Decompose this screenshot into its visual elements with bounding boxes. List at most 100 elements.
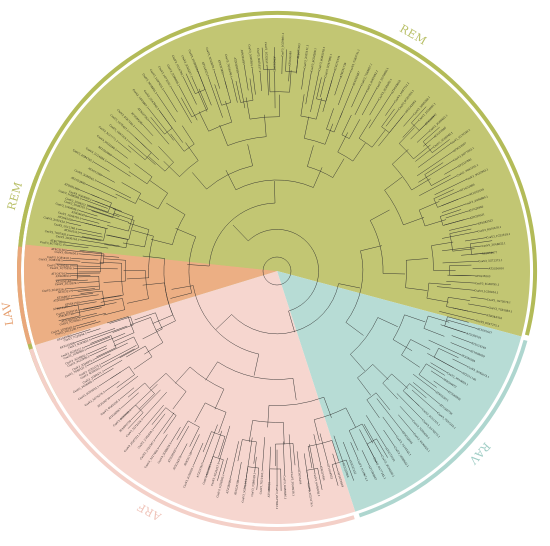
- internal-branch: [440, 209, 462, 217]
- leaf-label: AT3G95037: [166, 447, 178, 464]
- terminal-branch: [231, 77, 238, 103]
- internal-branch: [112, 324, 134, 333]
- internal-branch-arc: [384, 190, 404, 225]
- terminal-branch: [101, 175, 115, 183]
- leaf-label: CsaV3_2G35111.1: [302, 44, 309, 69]
- internal-branch: [285, 49, 287, 72]
- internal-branch: [348, 430, 359, 451]
- internal-branch: [100, 298, 123, 303]
- internal-branch: [133, 356, 153, 370]
- terminal-branch: [71, 329, 91, 336]
- terminal-branch: [430, 370, 444, 380]
- tree-branches: [55, 47, 494, 493]
- internal-branch: [419, 114, 436, 131]
- internal-branch: [447, 316, 469, 323]
- terminal-branch: [156, 93, 177, 123]
- terminal-branch: [310, 70, 320, 113]
- terminal-branch: [72, 293, 93, 297]
- leaf-label: AT2G50810: [488, 266, 505, 270]
- internal-branch: [107, 316, 129, 324]
- internal-branch: [403, 217, 425, 226]
- internal-branch-arc: [418, 363, 427, 375]
- internal-branch: [150, 116, 165, 135]
- terminal-branch: [351, 85, 362, 108]
- terminal-branch: [412, 374, 437, 392]
- leaf-label: AT4G55932: [319, 464, 327, 481]
- terminal-branch: [71, 279, 88, 282]
- terminal-branch: [309, 444, 315, 473]
- internal-branch: [152, 314, 173, 324]
- internal-branch: [405, 287, 428, 291]
- internal-branch: [292, 443, 296, 466]
- leaf-label: AT4G21126: [182, 451, 193, 468]
- leaf-label: AT2G37957: [195, 462, 205, 479]
- internal-branch: [419, 201, 440, 211]
- internal-branch: [341, 114, 352, 135]
- internal-branch: [180, 97, 193, 117]
- terminal-branch: [438, 190, 461, 201]
- leaf-label: AT3G58918: [52, 297, 69, 303]
- internal-branch: [381, 108, 395, 127]
- internal-branch: [96, 347, 117, 358]
- internal-branch: [411, 106, 427, 124]
- terminal-branch: [68, 294, 99, 299]
- internal-branch: [107, 234, 129, 240]
- internal-branch: [163, 161, 180, 177]
- terminal-branch: [87, 345, 107, 355]
- internal-branch: [361, 423, 373, 444]
- internal-branch: [316, 97, 322, 120]
- leaf-label: CsaV3_1G59454.1: [474, 288, 499, 294]
- internal-branch-arc: [227, 136, 267, 146]
- leaf-label: AT1G47103: [50, 271, 67, 275]
- internal-branch: [292, 378, 297, 401]
- internal-branch: [357, 377, 371, 396]
- terminal-branch: [66, 250, 85, 253]
- terminal-branch: [262, 437, 265, 471]
- terminal-branch: [64, 244, 89, 249]
- terminal-branch: [418, 143, 451, 168]
- internal-branch: [332, 158, 345, 178]
- terminal-branch: [313, 434, 322, 466]
- terminal-branch: [385, 101, 396, 116]
- internal-branch: [83, 305, 105, 310]
- terminal-branch: [66, 285, 100, 290]
- internal-branch: [428, 282, 451, 286]
- internal-branch: [129, 317, 151, 326]
- internal-branch: [198, 88, 208, 110]
- terminal-branch: [85, 333, 126, 350]
- terminal-branch: [442, 231, 478, 239]
- internal-branch: [470, 240, 493, 244]
- internal-branch: [148, 156, 166, 172]
- terminal-branch: [170, 87, 192, 124]
- internal-branch: [214, 389, 225, 410]
- internal-branch: [138, 198, 159, 210]
- leaf-label: CsaV3_3G49701.1: [64, 199, 89, 210]
- terminal-branch: [237, 462, 242, 480]
- clade-ring-rav: [358, 339, 528, 518]
- terminal-branch: [78, 253, 120, 258]
- internal-branch-arc: [144, 152, 152, 160]
- leaf-label: AT2G25066: [341, 461, 350, 478]
- leaf-label: CsaV3_7G39244.1: [47, 263, 72, 268]
- internal-branch-arc: [350, 317, 379, 355]
- terminal-branch: [74, 328, 116, 343]
- internal-branch: [237, 439, 243, 462]
- terminal-branch: [402, 120, 419, 138]
- internal-branch: [91, 210, 113, 218]
- internal-branch: [81, 236, 104, 241]
- internal-branch: [431, 241, 454, 246]
- internal-branch: [370, 209, 390, 221]
- internal-branch: [232, 224, 249, 242]
- terminal-branch: [74, 268, 118, 270]
- internal-branch: [87, 204, 109, 213]
- terminal-branch: [79, 239, 120, 247]
- internal-branch: [449, 264, 472, 266]
- clade-ring-arf: [29, 348, 355, 531]
- terminal-branch: [71, 265, 101, 267]
- internal-branch: [224, 81, 232, 103]
- internal-branch: [360, 245, 382, 252]
- leaf-label: CsaV3_1G69048.1: [55, 201, 80, 212]
- internal-branch: [155, 320, 176, 331]
- leaf-label: AT3G14506: [58, 341, 75, 350]
- terminal-branch: [416, 130, 430, 143]
